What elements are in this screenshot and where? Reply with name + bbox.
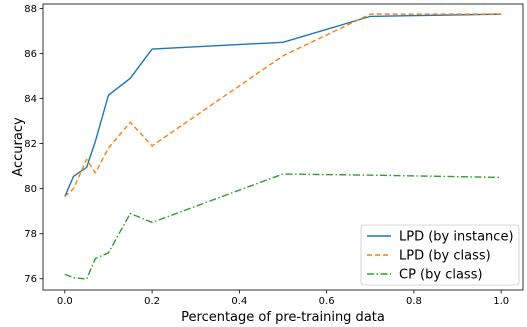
series-line-3 — [64, 173, 502, 280]
x-tick-label: 0.2 — [144, 296, 160, 307]
series-line-2 — [64, 13, 502, 198]
legend: LPD (by instance) LPD (by class) CP (by cl… — [360, 224, 520, 286]
series-line-1 — [64, 13, 502, 197]
y-tick-label: 88 — [24, 4, 37, 15]
x-axis-label: Percentage of pre-training data — [181, 310, 385, 325]
y-tick-label: 76 — [24, 274, 37, 285]
plot-frame — [42, 3, 524, 291]
x-tick-label: 0.0 — [57, 296, 73, 307]
y-tick-label: 80 — [24, 184, 37, 195]
y-axis-label: Accuracy — [11, 117, 26, 177]
x-tick-label: 0.8 — [406, 296, 422, 307]
y-tick-label: 86 — [24, 49, 37, 60]
y-axis-ticks: 76 78 80 82 84 86 88 — [24, 4, 43, 285]
x-axis-ticks: 0.0 0.2 0.4 0.6 0.8 1.0 — [57, 290, 509, 307]
legend-entry-2: LPD (by class) — [399, 249, 491, 264]
legend-box — [360, 224, 520, 286]
y-tick-label: 78 — [24, 229, 37, 240]
x-tick-label: 1.0 — [493, 296, 509, 307]
x-tick-label: 0.4 — [231, 296, 247, 307]
y-tick-label: 82 — [24, 139, 37, 150]
legend-entry-1: LPD (by instance) — [399, 230, 514, 245]
x-tick-label: 0.6 — [319, 296, 335, 307]
series-layer — [64, 13, 502, 280]
legend-entry-3: CP (by class) — [399, 268, 483, 283]
y-tick-label: 84 — [24, 94, 37, 105]
